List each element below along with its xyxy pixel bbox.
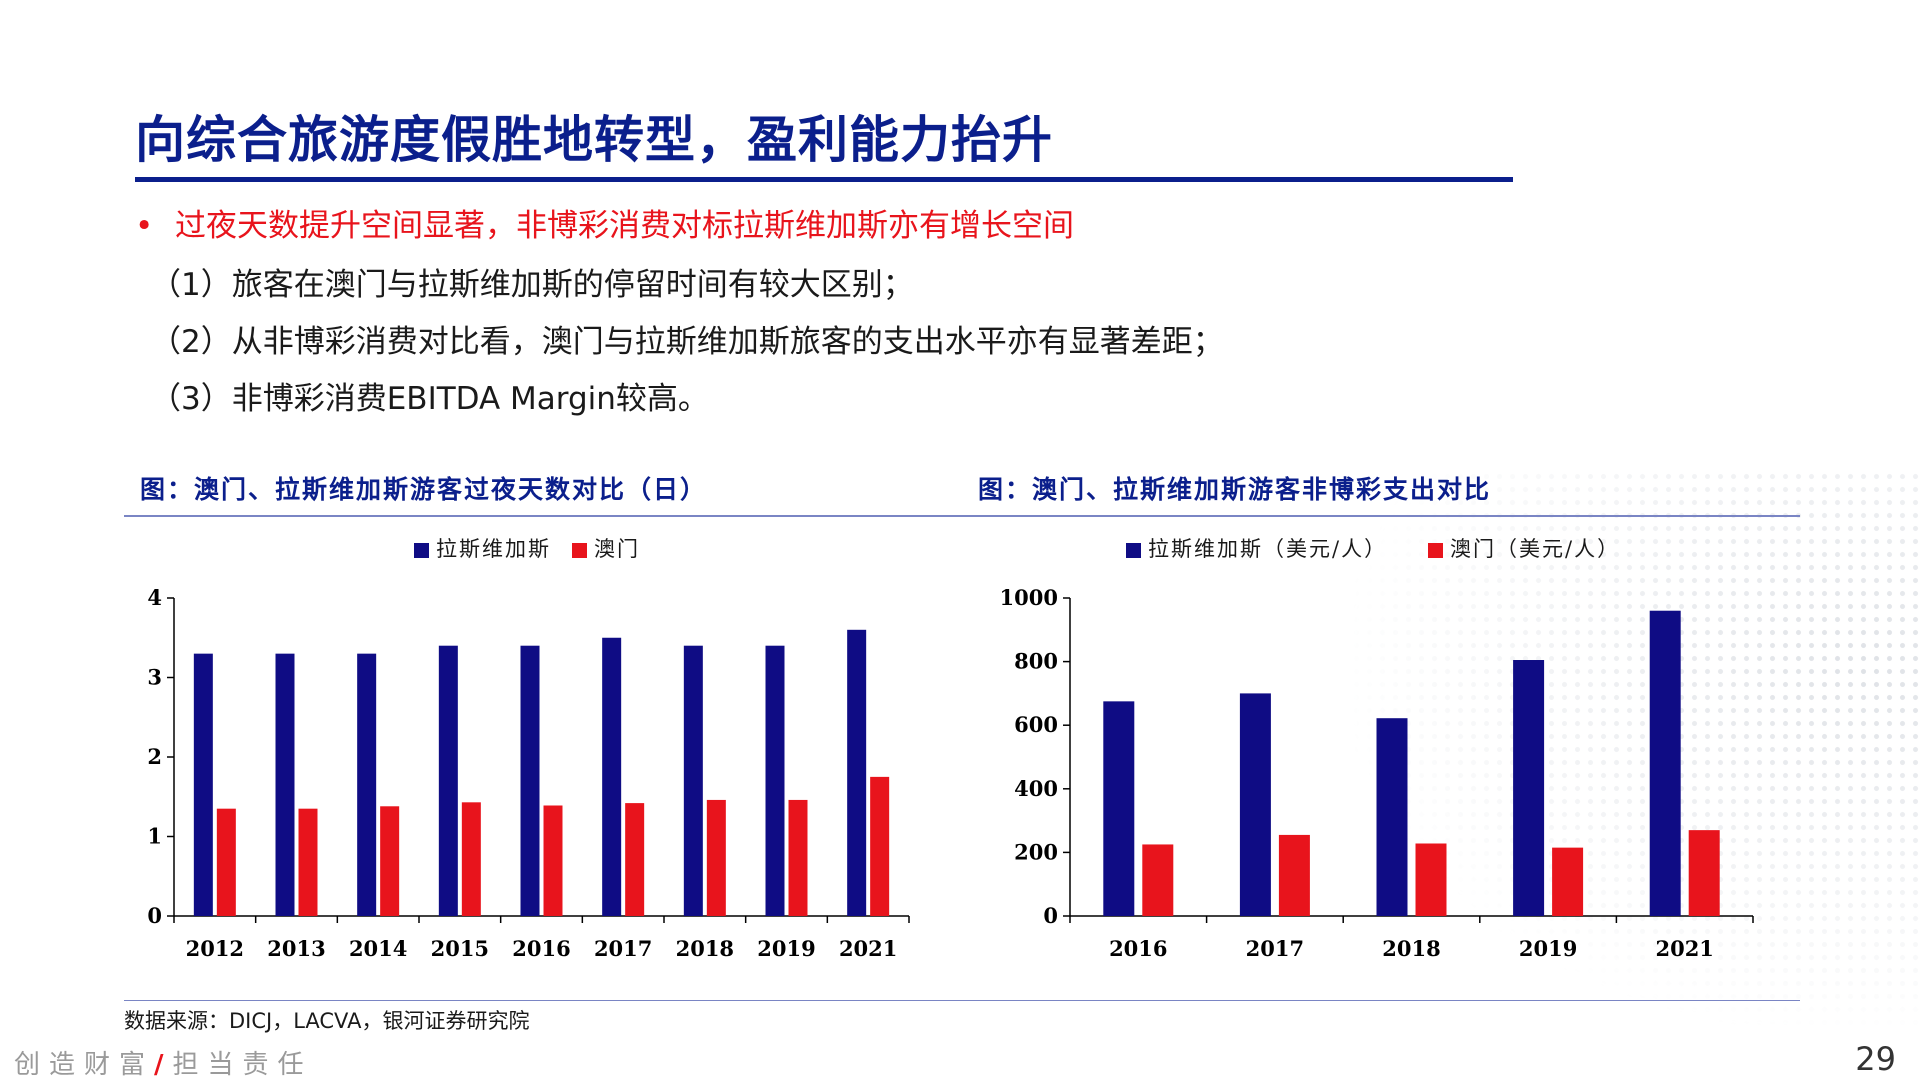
bar-las-vegas <box>520 645 540 916</box>
decorative-dot-pattern <box>1350 470 1920 1030</box>
x-tick-label: 2016 <box>512 936 570 961</box>
x-tick-label: 2017 <box>594 936 652 961</box>
bar-las-vegas <box>193 653 213 916</box>
legend-swatch <box>414 543 429 558</box>
bar-macau <box>1552 847 1584 916</box>
y-tick-label: 3 <box>147 665 162 690</box>
bar-las-vegas <box>847 629 867 916</box>
point-2: （2）从非博彩消费对比看，澳门与拉斯维加斯旅客的支出水平亦有显著差距； <box>150 324 1224 360</box>
y-tick-label: 400 <box>1014 776 1058 801</box>
x-tick-label: 2017 <box>1246 936 1304 961</box>
x-tick-label: 2018 <box>1382 936 1440 961</box>
y-tick-label: 200 <box>1014 839 1058 864</box>
source-divider <box>124 1000 1800 1001</box>
bar-las-vegas <box>1376 718 1408 916</box>
y-tick-label: 4 <box>147 585 162 610</box>
x-tick-label: 2015 <box>431 936 489 961</box>
bullet-marker: • <box>135 208 154 244</box>
bar-macau <box>298 808 318 916</box>
x-tick-label: 2014 <box>349 936 407 961</box>
slogan-left: 创造财富 <box>14 1050 155 1080</box>
x-tick-label: 2019 <box>757 936 815 961</box>
left-chart-title: 图：澳门、拉斯维加斯游客过夜天数对比（日） <box>140 475 708 504</box>
point-1: （1）旅客在澳门与拉斯维加斯的停留时间有较大区别； <box>150 267 914 303</box>
bar-las-vegas <box>438 645 458 916</box>
y-tick-label: 2 <box>147 744 162 769</box>
point-3: （3）非博彩消费EBITDA Margin较高。 <box>150 381 709 417</box>
legend-swatch <box>572 543 587 558</box>
x-tick-label: 2016 <box>1109 936 1167 961</box>
legend-swatch <box>1126 543 1141 558</box>
y-tick-label: 0 <box>1043 903 1058 928</box>
legend-label: 澳门 <box>594 537 640 561</box>
legend-label: 拉斯维加斯（美元/人） <box>1148 537 1387 561</box>
x-tick-label: 2019 <box>1519 936 1577 961</box>
highlight-bullet-text: 过夜天数提升空间显著，非博彩消费对标拉斯维加斯亦有增长空间 <box>175 208 1074 244</box>
y-tick-label: 1000 <box>1000 585 1058 610</box>
footer-slogan: 创造财富/担当责任 <box>14 1044 313 1081</box>
bar-las-vegas <box>357 653 377 916</box>
bar-macau <box>625 803 645 916</box>
data-source: 数据来源：DICJ，LACVA，银河证券研究院 <box>124 1009 530 1033</box>
y-tick-label: 1 <box>147 824 162 849</box>
bar-macau <box>1688 830 1720 916</box>
slogan-right: 担当责任 <box>172 1050 313 1080</box>
bar-macau <box>1142 844 1174 916</box>
legend-label: 澳门（美元/人） <box>1450 537 1620 561</box>
highlight-bullet: • 过夜天数提升空间显著，非博彩消费对标拉斯维加斯亦有增长空间 <box>135 200 1074 245</box>
bar-macau <box>216 808 236 916</box>
bar-las-vegas <box>1513 660 1545 916</box>
bar-macau <box>706 799 726 916</box>
bar-macau <box>461 802 481 916</box>
bar-macau <box>788 799 808 916</box>
bar-macau <box>1278 834 1310 916</box>
bar-las-vegas <box>1103 701 1135 916</box>
page-title: 向综合旅游度假胜地转型，盈利能力抬升 <box>135 111 1053 169</box>
x-tick-label: 2021 <box>1655 936 1713 961</box>
bar-las-vegas <box>683 645 703 916</box>
overnight-stay-bar-chart: 拉斯维加斯 澳门 0 1 2 3 4 2012 2013 2014 2015 2016 2017 2018… <box>147 537 910 961</box>
x-tick-label: 2021 <box>839 936 897 961</box>
bar-las-vegas <box>602 637 622 916</box>
x-tick-label: 2013 <box>267 936 325 961</box>
bar-las-vegas <box>765 645 785 916</box>
legend-swatch <box>1428 543 1443 558</box>
bar-macau <box>870 776 890 916</box>
bar-macau <box>1415 843 1447 916</box>
chart-title-divider <box>124 515 1800 517</box>
x-tick-label: 2012 <box>186 936 244 961</box>
bar-las-vegas <box>275 653 295 916</box>
slogan-separator: / <box>154 1050 173 1080</box>
y-tick-label: 800 <box>1014 649 1058 674</box>
title-underline <box>135 177 1513 182</box>
bar-las-vegas <box>1239 693 1271 916</box>
bar-macau <box>380 806 400 916</box>
non-gaming-spend-bar-chart: 拉斯维加斯（美元/人） 澳门（美元/人） 0 200 400 600 800 1000 2016… <box>1000 537 1754 961</box>
x-tick-label: 2018 <box>676 936 734 961</box>
legend-label: 拉斯维加斯 <box>436 537 551 561</box>
bar-las-vegas <box>1649 610 1681 916</box>
bar-macau <box>543 805 563 916</box>
y-tick-label: 600 <box>1014 712 1058 737</box>
y-tick-label: 0 <box>147 903 162 928</box>
page-number: 29 <box>1855 1040 1896 1078</box>
right-chart-title: 图：澳门、拉斯维加斯游客非博彩支出对比 <box>978 475 1492 504</box>
